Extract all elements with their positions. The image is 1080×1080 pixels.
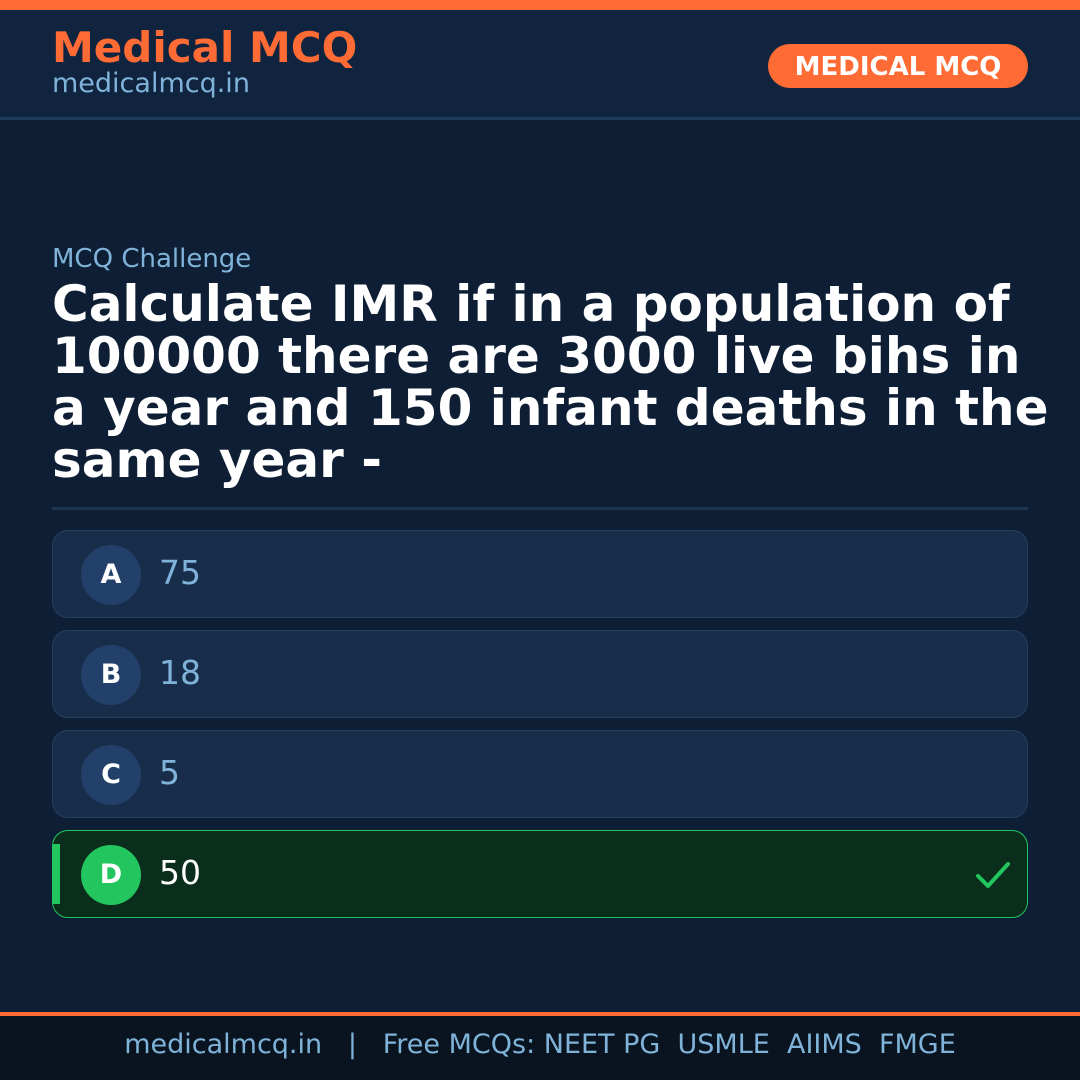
option-text: 5 (159, 753, 180, 792)
option-text: 75 (159, 553, 201, 592)
correct-indicator-bar (53, 844, 60, 904)
option-c[interactable]: C 5 (52, 730, 1028, 818)
checkmark-icon (976, 862, 1010, 888)
option-letter: C (81, 745, 141, 805)
top-accent-bar (0, 0, 1080, 10)
option-a[interactable]: A 75 (52, 530, 1028, 618)
footer-accent-bar (0, 1012, 1080, 1016)
divider (52, 507, 1028, 510)
site-url: medicalmcq.in (52, 68, 250, 99)
section-label: MCQ Challenge (52, 244, 252, 274)
header: Medical MCQ medicalmcq.in MEDICAL MCQ (0, 10, 1080, 120)
option-text: 18 (159, 653, 201, 692)
question-text: Calculate IMR if in a population of 1000… (52, 275, 1049, 489)
option-b[interactable]: B 18 (52, 630, 1028, 718)
option-text: 50 (159, 853, 201, 892)
footer-text: medicalmcq.in | Free MCQs: NEET PG USMLE… (0, 1016, 1080, 1080)
option-letter: B (81, 645, 141, 705)
category-badge: MEDICAL MCQ (768, 44, 1028, 88)
option-letter: D (81, 845, 141, 905)
brand-title: Medical MCQ (52, 23, 358, 72)
option-d-correct[interactable]: D 50 (52, 830, 1028, 918)
option-letter: A (81, 545, 141, 605)
